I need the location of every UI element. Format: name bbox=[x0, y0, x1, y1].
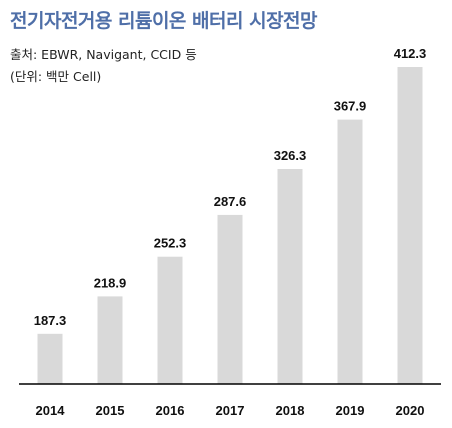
value-label-2016: 252.3 bbox=[154, 236, 187, 251]
x-tick-label-2017: 2017 bbox=[216, 403, 245, 418]
bar-2017 bbox=[217, 214, 243, 384]
value-label-2014: 187.3 bbox=[34, 313, 67, 328]
bar-2014 bbox=[37, 333, 63, 384]
bar-2018 bbox=[277, 169, 303, 384]
bar-2015 bbox=[97, 296, 123, 384]
unit-note: (단위: 백만 Cell) bbox=[10, 69, 102, 84]
bar-2019 bbox=[337, 119, 363, 384]
value-label-2017: 287.6 bbox=[214, 194, 247, 209]
x-tick-label-2016: 2016 bbox=[156, 403, 185, 418]
chart-title: 전기자전거용 리튬이온 배터리 시장전망 bbox=[10, 10, 318, 32]
bar-2016 bbox=[157, 256, 183, 384]
x-tick-label-2015: 2015 bbox=[96, 403, 125, 418]
x-tick-label-2014: 2014 bbox=[36, 403, 66, 418]
bar-2020 bbox=[397, 67, 423, 384]
value-label-2020: 412.3 bbox=[394, 46, 427, 61]
value-label-2019: 367.9 bbox=[334, 99, 367, 114]
x-tick-label-2018: 2018 bbox=[276, 403, 305, 418]
value-label-2015: 218.9 bbox=[94, 275, 127, 290]
source-note: 출처: EBWR, Navigant, CCID 등 bbox=[10, 47, 197, 62]
value-label-2018: 326.3 bbox=[274, 148, 307, 163]
x-tick-label-2019: 2019 bbox=[336, 403, 365, 418]
x-tick-label-2020: 2020 bbox=[396, 403, 425, 418]
